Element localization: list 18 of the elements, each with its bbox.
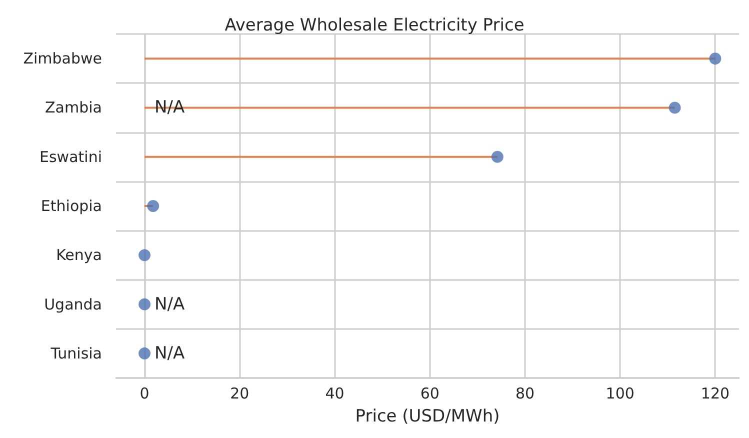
x-tick-label: 120 [700, 384, 730, 402]
x-tick-label: 80 [515, 384, 535, 402]
x-tick-label: 40 [325, 384, 344, 402]
y-tick-label: Zambia [45, 98, 102, 117]
x-tick-label: 20 [230, 384, 250, 402]
y-tick-label: Ethiopia [40, 197, 102, 215]
annotation: N/A [154, 294, 185, 314]
y-tick-label: Kenya [56, 246, 102, 264]
annotation: N/A [154, 343, 185, 364]
y-tick-label: Zimbabwe [23, 50, 102, 68]
y-tick-label: Uganda [44, 295, 102, 314]
y-tick-label: Eswatini [40, 148, 102, 166]
y-tick-label: Tunisia [50, 344, 102, 362]
x-tick-label: 60 [420, 384, 440, 402]
x-tick-label: 100 [606, 384, 634, 402]
x-axis-title: Price (USD/MWh) [355, 406, 500, 426]
chart-title: Average Wholesale Electricity Price [224, 16, 524, 36]
x-tick-label: 0 [140, 384, 150, 402]
